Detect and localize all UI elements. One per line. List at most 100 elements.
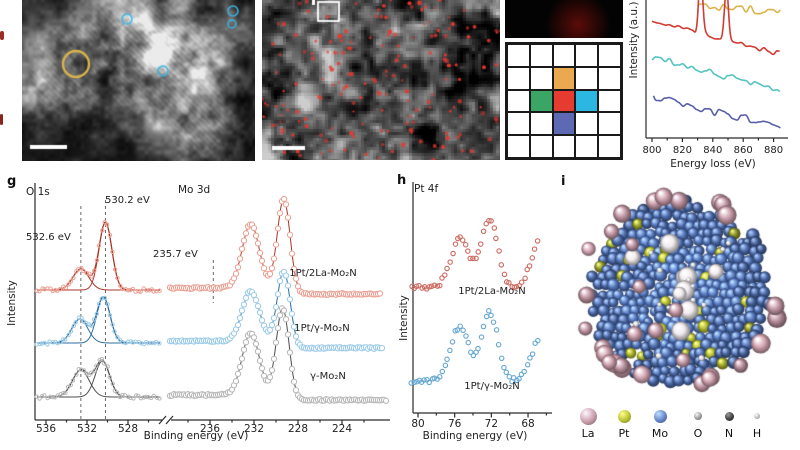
grid-cell: [599, 67, 620, 89]
grid-cell: [576, 45, 598, 66]
xpsg-x-axis-label: Binding energy (eV): [143, 430, 249, 442]
annotation-530-2: 530.2 eV: [105, 195, 150, 206]
xpsg-tick-label: 532: [77, 423, 97, 435]
grid-cell: [530, 67, 552, 89]
o-atom-sphere: [694, 412, 702, 420]
grid-cell: [508, 67, 529, 89]
o1s-component-fit: [37, 369, 160, 398]
stem-image-la-map: [262, 0, 500, 160]
grid-cell: [508, 90, 529, 112]
eels-tick-label: 820: [673, 145, 692, 156]
xpsg-tick-label: 232: [244, 423, 264, 435]
eels-tick-label: 860: [734, 145, 753, 156]
grid-cell: [553, 90, 575, 112]
xpsh-tick-label: 72: [485, 418, 498, 430]
grid-cell: [553, 45, 575, 66]
grid-cell: [530, 136, 552, 157]
grid-cell: [508, 113, 529, 135]
mo3d-scatter: [166, 195, 384, 298]
o1s-scatter: [34, 220, 162, 294]
eels-tick-label: 800: [642, 145, 661, 156]
series-label-h-red: 1Pt/2La-Mo₂N: [458, 286, 526, 297]
eels-x-axis-label: Energy loss (eV): [670, 158, 756, 170]
xpsh-axes: [412, 182, 552, 418]
xpsg-tick-label: 236: [200, 423, 220, 435]
grid-cell: [553, 67, 575, 89]
o1s-component-fit: [37, 268, 160, 291]
legend-label-mo: Mo: [651, 427, 669, 440]
xpsh-x-axis-label: Binding energy (eV): [422, 430, 528, 442]
region-label-mo3d: Mo 3d: [178, 184, 211, 196]
eels-tick-label: 840: [703, 145, 722, 156]
eds-grid-map: [505, 42, 623, 160]
o1s-scatter: [34, 295, 162, 347]
legend-label-n: N: [724, 427, 734, 440]
mo-atom-sphere: [653, 409, 667, 423]
grid-cell: [599, 90, 620, 112]
annotation-235-7: 235.7 eV: [153, 249, 198, 260]
xps-pt4f-chart: 80 76 72 68: [408, 182, 552, 430]
grid-cell: [508, 45, 529, 66]
eds-dark-panel: [505, 0, 623, 38]
spectrum-orange: [698, 3, 781, 15]
series-label-h-blue: 1Pt/γ-Mo₂N: [464, 381, 520, 392]
grid-cell: [530, 90, 552, 112]
grid-cell: [553, 136, 575, 157]
xpsh-tick-label: 68: [521, 418, 534, 430]
xpsh-y-axis-label: Intensity: [397, 295, 410, 341]
grid-cell: [530, 113, 552, 135]
h-atom-sphere: [754, 413, 760, 419]
xpsg-tick-label: 224: [332, 423, 352, 435]
spectrum-cyan: [651, 56, 781, 93]
mo3d-fit: [170, 307, 386, 401]
eels-spectra-chart: 800 820 840 860 880: [642, 0, 788, 156]
panel-letter-g: g: [7, 174, 17, 189]
mo3d-scatter: [166, 305, 390, 404]
series-label-1pt-gamma: 1Pt/γ-Mo₂N: [294, 323, 350, 334]
grid-cell: [508, 136, 529, 157]
legend-label-h: H: [752, 427, 762, 440]
xpsg-tick-label: 528: [118, 423, 138, 435]
element-legend: La Pt Mo O N H: [568, 400, 800, 448]
region-label-o1s: O 1s: [26, 186, 50, 198]
grid-cell: [599, 113, 620, 135]
grid-cell: [576, 113, 598, 135]
xpsg-axes: [34, 183, 390, 425]
grid-cell: [599, 45, 620, 66]
panel-letter-i: i: [561, 174, 566, 189]
mo3d-scatter: [166, 268, 386, 352]
eels-axes: [645, 0, 788, 142]
xpsh-tick-label: 76: [448, 418, 462, 430]
region-label-pt4f: Pt 4f: [414, 183, 439, 195]
crop-artifact: [0, 114, 3, 125]
spectrum-navy: [652, 95, 781, 129]
pt4f-scatter: [409, 217, 541, 292]
pt-atom-sphere: [617, 409, 631, 423]
eels-y-axis-label: Intensity (a.u.): [627, 1, 640, 79]
xpsg-tick-label: 536: [36, 423, 56, 435]
atomic-model-nanoparticle: [574, 182, 796, 408]
o1s-envelope-fit: [37, 295, 160, 344]
o1s-component-fit: [37, 296, 160, 344]
panel-letter-h: h: [397, 173, 407, 188]
grid-cell: [530, 45, 552, 66]
grid-cell: [553, 113, 575, 135]
o1s-component-fit: [37, 360, 160, 398]
n-atom-sphere: [724, 411, 734, 421]
eels-tick-label: 880: [764, 145, 783, 156]
grid-cell: [576, 136, 598, 157]
legend-label-la: La: [581, 427, 595, 440]
xpsg-y-axis-label: Intensity: [5, 280, 18, 326]
grid-cell: [599, 136, 620, 157]
pt4f-scatter: [408, 308, 541, 386]
legend-label-o: O: [693, 427, 703, 440]
grid-cell: [576, 67, 598, 89]
grid-cell: [576, 90, 598, 112]
legend-label-pt: Pt: [618, 427, 630, 440]
annotation-532-6: 532.6 eV: [26, 232, 71, 243]
series-label-gamma: γ-Mo₂N: [310, 371, 346, 382]
xpsh-tick-label: 80: [411, 418, 424, 430]
crop-artifact: [0, 31, 4, 40]
stem-image-atoms: [22, 0, 255, 161]
